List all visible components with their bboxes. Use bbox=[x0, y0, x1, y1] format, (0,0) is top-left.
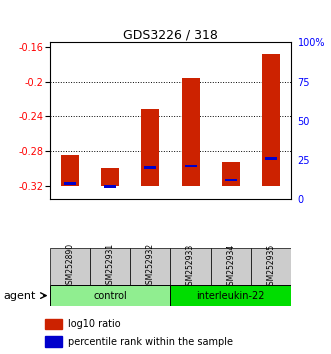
Text: GSM252934: GSM252934 bbox=[226, 243, 235, 290]
Text: agent: agent bbox=[3, 291, 36, 301]
Bar bbox=[90, 248, 130, 285]
Bar bbox=[101, 169, 119, 186]
Bar bbox=[222, 161, 240, 186]
Bar bbox=[181, 78, 200, 186]
Bar bbox=[50, 285, 170, 306]
Bar bbox=[144, 166, 156, 169]
Title: GDS3226 / 318: GDS3226 / 318 bbox=[123, 28, 218, 41]
Bar bbox=[170, 248, 211, 285]
Bar bbox=[185, 165, 197, 167]
Bar bbox=[61, 155, 79, 186]
Text: percentile rank within the sample: percentile rank within the sample bbox=[68, 337, 233, 347]
Text: GSM252933: GSM252933 bbox=[186, 243, 195, 290]
Bar bbox=[225, 179, 237, 182]
Bar bbox=[265, 157, 277, 160]
Bar bbox=[211, 248, 251, 285]
Text: log10 ratio: log10 ratio bbox=[68, 319, 120, 329]
Bar bbox=[64, 182, 76, 184]
Bar bbox=[262, 54, 280, 186]
Bar bbox=[50, 248, 90, 285]
Bar bbox=[130, 248, 170, 285]
Text: GSM252890: GSM252890 bbox=[65, 243, 74, 290]
Bar bbox=[45, 336, 62, 347]
Text: control: control bbox=[93, 291, 127, 301]
Bar bbox=[45, 319, 62, 329]
Bar bbox=[104, 185, 116, 188]
Bar bbox=[141, 109, 160, 186]
Text: GSM252935: GSM252935 bbox=[267, 243, 276, 290]
Text: GSM252932: GSM252932 bbox=[146, 243, 155, 290]
Text: GSM252931: GSM252931 bbox=[106, 243, 115, 290]
Text: interleukin-22: interleukin-22 bbox=[197, 291, 265, 301]
Bar bbox=[170, 285, 291, 306]
Bar bbox=[251, 248, 291, 285]
